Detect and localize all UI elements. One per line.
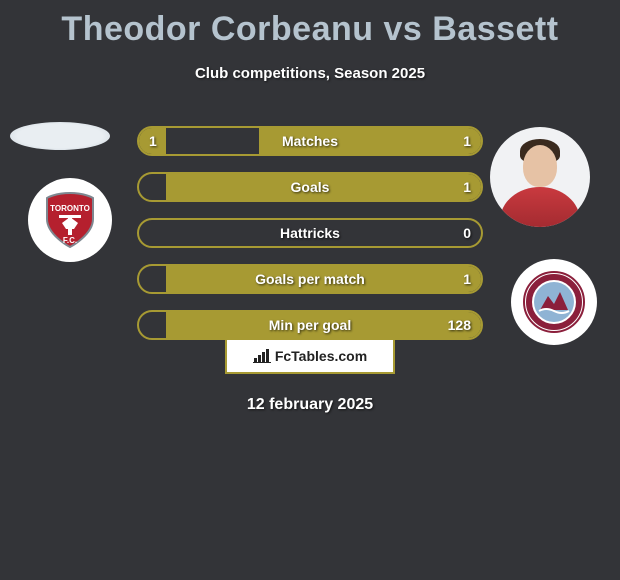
player-left-avatar <box>10 122 110 150</box>
page-subtitle: Club competitions, Season 2025 <box>0 65 620 82</box>
stat-label: Goals <box>139 174 481 200</box>
stat-row: 1Goals per match <box>137 264 483 294</box>
club-right-crest <box>511 259 597 345</box>
player-right-avatar <box>490 127 590 227</box>
date-text: 12 february 2025 <box>0 396 620 414</box>
stat-row: 0Hattricks <box>137 218 483 248</box>
club-left-crest: TORONTO F.C. <box>28 178 112 262</box>
svg-text:TORONTO: TORONTO <box>50 204 90 213</box>
toronto-fc-icon: TORONTO F.C. <box>39 189 101 251</box>
page-title: Theodor Corbeanu vs Bassett <box>0 0 620 49</box>
stat-row: 11Matches <box>137 126 483 156</box>
stat-row: 1Goals <box>137 172 483 202</box>
stat-label: Goals per match <box>139 266 481 292</box>
stat-label: Min per goal <box>139 312 481 338</box>
stat-label: Matches <box>139 128 481 154</box>
svg-text:F.C.: F.C. <box>63 236 77 245</box>
stat-row: 128Min per goal <box>137 310 483 340</box>
stat-label: Hattricks <box>139 220 481 246</box>
stat-bars: 11Matches 1Goals 0Hattricks 1Goals per matc… <box>137 126 483 356</box>
colorado-rapids-icon <box>522 270 586 334</box>
